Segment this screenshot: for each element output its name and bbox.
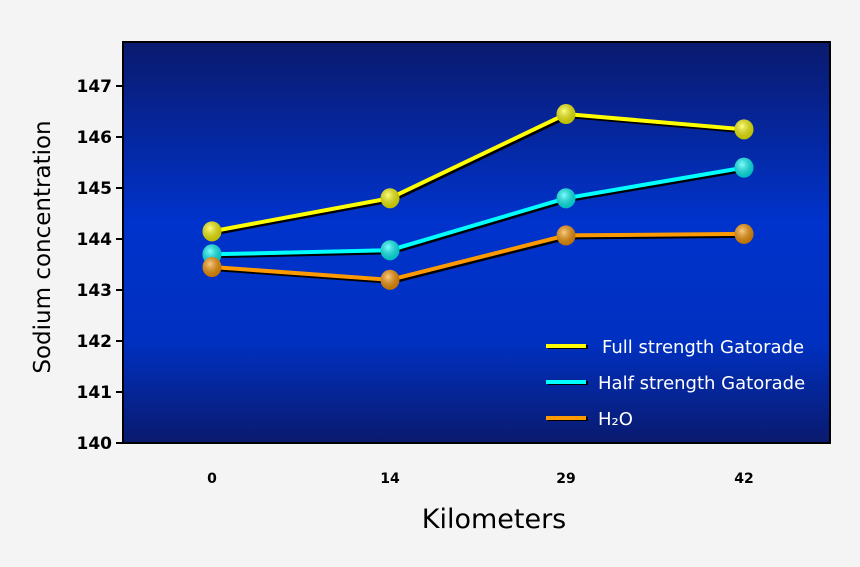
series-line (211, 112, 745, 234)
y-tick-label: 143 (77, 281, 113, 301)
y-axis-title: Sodium concentration (30, 120, 56, 373)
legend-label: Half strength Gatorade (598, 373, 805, 394)
legend-label: H₂O (598, 409, 633, 430)
data-point-shading (380, 188, 400, 209)
data-point-shading (556, 188, 576, 209)
series-line (211, 165, 745, 257)
legend-label: Full strength Gatorade (602, 337, 804, 358)
data-point-shading (202, 221, 222, 242)
x-axis: 0 14 29 42 (207, 471, 754, 487)
x-tick-label: 0 (207, 471, 217, 487)
y-tick-label: 140 (77, 434, 113, 454)
data-point-shading (734, 119, 754, 140)
series-group (202, 104, 754, 290)
y-tick-label: 144 (77, 230, 113, 250)
x-tick-label: 29 (556, 471, 575, 487)
x-tick-label: 42 (734, 471, 753, 487)
series-line-shadow (213, 167, 747, 259)
y-tick-label: 141 (77, 383, 113, 403)
x-tick-label: 14 (380, 471, 400, 487)
data-point-shading (380, 269, 400, 290)
data-point-shading (556, 104, 576, 125)
data-point-shading (380, 240, 400, 261)
y-tick-label: 145 (77, 179, 113, 199)
data-point-shading (734, 223, 754, 244)
x-axis-title: Kilometers (422, 504, 567, 535)
plot-area (122, 41, 831, 444)
legend: Full strength Gatorade Half strength Gato… (546, 337, 805, 430)
series-line (211, 231, 745, 282)
data-point-shading (734, 157, 754, 178)
y-tick-label: 146 (77, 128, 113, 148)
data-point-shading (556, 225, 576, 246)
y-tick-label: 142 (77, 332, 113, 352)
y-tick-label: 147 (77, 77, 113, 97)
data-point-shading (202, 257, 222, 278)
y-axis: 140 141 142 143 144 145 146 147 (77, 77, 123, 454)
